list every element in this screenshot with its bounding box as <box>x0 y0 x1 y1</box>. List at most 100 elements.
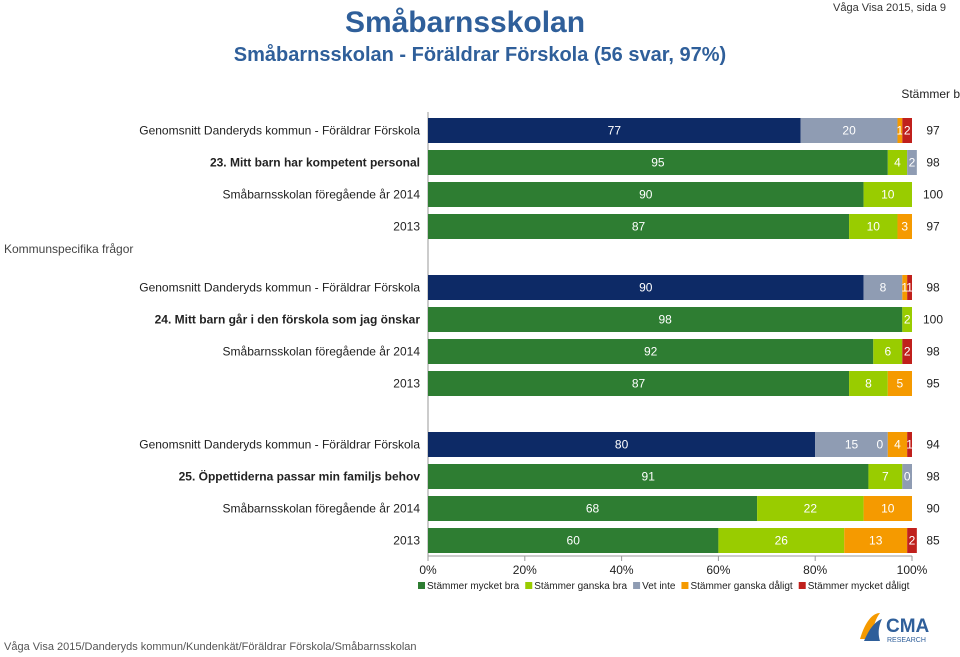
data-label: 68 <box>586 502 600 516</box>
bar-segment <box>863 182 912 207</box>
bar-segment <box>907 528 917 553</box>
bar-segment <box>428 182 864 207</box>
row-label: Småbarnsskolan föregående år 2014 <box>223 188 421 202</box>
data-label: 4 <box>894 438 901 452</box>
legend-entry: Stämmer ganska dåligt <box>690 580 792 592</box>
data-label: 90 <box>639 281 653 295</box>
data-label: 0 <box>919 156 926 170</box>
agree-total: 100 <box>923 188 943 202</box>
data-label: 0 <box>904 470 911 484</box>
cma-logo: CMA RESEARCH <box>860 613 930 644</box>
data-label: 26 <box>775 534 789 548</box>
data-label: 8 <box>865 377 872 391</box>
agree-column-header: Stämmer bra <box>901 87 960 101</box>
data-label: 60 <box>567 534 581 548</box>
data-label: 0 <box>876 438 883 452</box>
data-label: 91 <box>642 470 656 484</box>
bar-segment <box>907 275 912 300</box>
legend-entry: Vet inte <box>642 581 676 592</box>
data-label: 0 <box>915 220 922 234</box>
data-label: 87 <box>632 220 646 234</box>
bar-segment <box>873 339 903 364</box>
bar-segment <box>428 496 758 521</box>
bar-segment <box>887 371 912 396</box>
x-tick-label: 20% <box>513 563 537 577</box>
bar-segment <box>868 464 903 489</box>
x-tick-label: 40% <box>610 563 634 577</box>
legend-entry: Stämmer ganska bra <box>534 581 627 592</box>
bar-segment <box>428 371 850 396</box>
data-label: 2 <box>909 534 916 548</box>
agree-total: 90 <box>926 502 940 516</box>
agree-total: 97 <box>926 124 940 138</box>
data-label: 0 <box>915 502 922 516</box>
data-label: 15 <box>845 438 859 452</box>
page-title: Småbarnsskolan <box>344 6 586 39</box>
bar-segment <box>815 432 888 457</box>
data-label: 2 <box>915 470 922 484</box>
bar-segment <box>428 464 869 489</box>
data-label: 22 <box>804 502 818 516</box>
data-label: 6 <box>884 345 891 359</box>
row-label: 2013 <box>393 534 420 548</box>
x-tick-label: 0% <box>419 563 437 577</box>
data-label: 10 <box>881 188 895 202</box>
bar-segment <box>849 371 888 396</box>
legend-swatch <box>525 582 533 589</box>
bar-segment <box>428 528 719 553</box>
bar-segment <box>844 528 908 553</box>
data-label: 2 <box>904 124 911 138</box>
bar-segment <box>428 150 888 175</box>
data-label: 10 <box>867 220 881 234</box>
bar-segment <box>718 528 845 553</box>
row-label: 24. Mitt barn går i den förskola som jag… <box>155 313 421 327</box>
bar-segment <box>849 214 898 239</box>
stacked-bar-chart: Genomsnitt Danderyds kommun - Föräldrar … <box>139 112 943 592</box>
data-label: 5 <box>897 377 904 391</box>
data-label: 2 <box>904 345 911 359</box>
data-label: 90 <box>639 188 653 202</box>
x-tick-label: 80% <box>803 563 827 577</box>
data-label: 80 <box>615 438 629 452</box>
data-label: 20 <box>842 124 856 138</box>
bar-segment <box>907 432 912 457</box>
legend-swatch <box>798 582 806 589</box>
bar-segment <box>887 432 908 457</box>
agree-total: 97 <box>926 220 940 234</box>
row-label: Genomsnitt Danderyds kommun - Föräldrar … <box>139 438 420 452</box>
agree-total: 98 <box>926 156 940 170</box>
agree-total: 85 <box>926 534 940 548</box>
legend-swatch <box>633 582 641 589</box>
page-reference: Våga Visa 2015, sida 9 <box>833 2 946 14</box>
data-label: 7 <box>882 470 889 484</box>
data-label: 1 <box>901 281 908 295</box>
agree-total: 98 <box>926 470 940 484</box>
data-label: 4 <box>894 156 901 170</box>
bar-segment <box>907 150 917 175</box>
bar-segment <box>428 307 903 332</box>
section-side-label: Kommunspecifika frågor <box>4 242 134 256</box>
footer-path: Våga Visa 2015/Danderyds kommun/Kundenkä… <box>4 641 417 653</box>
bar-segment <box>902 307 912 332</box>
data-label: 98 <box>658 313 672 327</box>
bar-segment <box>887 150 908 175</box>
bar-segment <box>897 118 903 143</box>
data-label: 2 <box>909 156 916 170</box>
row-label: Genomsnitt Danderyds kommun - Föräldrar … <box>139 281 420 295</box>
bar-segment <box>897 214 912 239</box>
logo-text: CMA <box>886 616 930 637</box>
data-label: 87 <box>632 377 646 391</box>
bar-segment <box>800 118 898 143</box>
bar-segment <box>902 118 912 143</box>
legend-swatch <box>681 582 689 589</box>
legend-swatch <box>418 582 425 589</box>
bar-segment <box>902 339 912 364</box>
bar-segment <box>757 496 864 521</box>
data-label: 0 <box>915 377 922 391</box>
data-label: 1 <box>906 281 913 295</box>
data-label: 0 <box>915 313 922 327</box>
data-label: 2 <box>904 313 911 327</box>
row-label: Småbarnsskolan föregående år 2014 <box>223 502 421 516</box>
row-label: 2013 <box>393 220 420 234</box>
agree-total: 98 <box>926 281 940 295</box>
